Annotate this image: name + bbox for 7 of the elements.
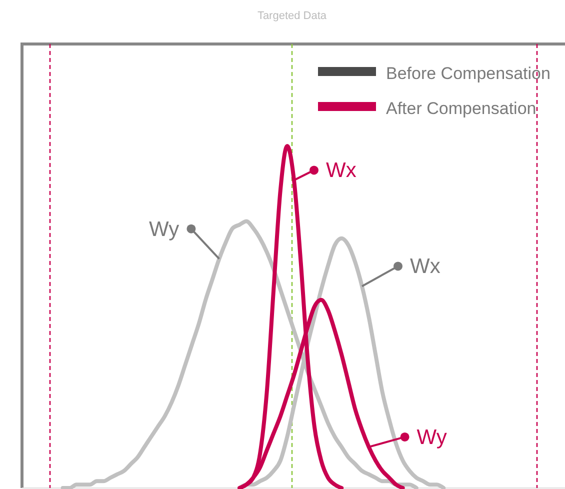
text: After Compensation: [386, 99, 536, 118]
legend-label: Wx: [326, 159, 357, 182]
chart-title: Targeted Data: [257, 10, 328, 22]
legend-label: Wy: [416, 426, 448, 449]
text: Wy: [149, 218, 180, 241]
text: Wx: [410, 255, 441, 278]
text: Before Compensation: [386, 64, 550, 83]
